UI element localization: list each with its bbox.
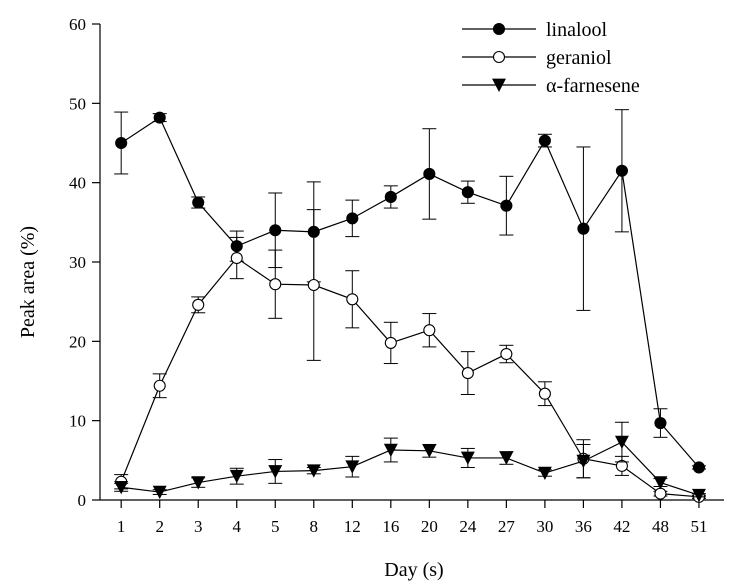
x-tick-label: 51 — [690, 517, 707, 536]
legend-marker — [492, 78, 506, 92]
series-3-point — [152, 485, 167, 500]
x-tick-label: 48 — [652, 517, 669, 536]
series-2-point — [461, 367, 474, 380]
x-tick-label: 24 — [459, 517, 477, 536]
x-tick-label: 2 — [155, 517, 164, 536]
series-3-point — [191, 476, 206, 490]
series-3-point — [614, 435, 629, 450]
series-2-point — [654, 487, 667, 500]
series-1-point — [153, 111, 166, 124]
y-tick-label: 0 — [78, 491, 87, 510]
legend-label: α-farnesene — [546, 75, 640, 97]
y-tick-label: 30 — [69, 253, 86, 272]
series-3-point — [499, 451, 514, 465]
series-2 — [114, 209, 706, 503]
series-1-point — [269, 224, 282, 237]
series-3-point — [268, 465, 283, 479]
series-1 — [114, 109, 706, 474]
series-1-point — [461, 186, 474, 199]
series-2-point — [307, 278, 320, 292]
series-2-point — [500, 347, 513, 361]
series-1-point — [692, 461, 706, 474]
series-3-point — [422, 444, 437, 458]
x-tick-label: 3 — [194, 517, 203, 536]
x-tick-label: 1 — [117, 517, 126, 536]
series-3-point — [229, 469, 244, 484]
y-ticks: 0 10 20 30 40 50 60 — [69, 15, 100, 510]
x-tick-label: 16 — [382, 517, 399, 536]
legend-item: α-farnesene — [462, 75, 640, 97]
series-1-point — [538, 134, 551, 147]
series-2-point — [269, 278, 282, 291]
series-3-point — [114, 480, 129, 495]
series-layer — [114, 109, 706, 503]
series-1-point — [384, 190, 397, 203]
y-axis-label: Peak area (%) — [17, 226, 39, 338]
series-3-point — [460, 451, 475, 465]
series-2-point — [538, 387, 551, 400]
series-3-point — [345, 460, 360, 474]
x-tick-label: 42 — [613, 517, 630, 536]
series-3-point — [692, 488, 706, 503]
legend-label: linalool — [546, 19, 608, 41]
legend: linalool geraniol α-farnesene — [462, 19, 640, 97]
legend-item: linalool — [462, 19, 608, 41]
x-tick-label: 36 — [575, 517, 592, 536]
x-tick-label: 8 — [310, 517, 319, 536]
y-tick-label: 40 — [69, 174, 86, 193]
y-tick-label: 60 — [69, 15, 86, 34]
x-tick-label: 20 — [421, 517, 438, 536]
series-3-point — [576, 454, 591, 469]
series-3-point — [306, 464, 321, 478]
series-3-line — [121, 441, 700, 496]
x-tick-label: 4 — [232, 517, 241, 536]
legend-marker — [492, 50, 506, 64]
series-3-point — [537, 466, 552, 480]
series-2-point — [346, 293, 359, 306]
x-tick-label: 12 — [344, 517, 361, 536]
y-tick-label: 10 — [69, 412, 86, 431]
series-1-line — [120, 116, 700, 468]
x-tick-label: 27 — [498, 517, 516, 536]
series-1-point — [654, 416, 667, 430]
series-3 — [114, 421, 706, 503]
x-tick-label: 30 — [536, 517, 553, 536]
series-1-point — [500, 199, 513, 212]
series-2-line — [120, 257, 700, 498]
y-tick-label: 50 — [69, 94, 86, 113]
legend-marker — [492, 22, 506, 36]
y-tick-label: 20 — [69, 332, 86, 351]
x-axis-label: Day (s) — [384, 559, 443, 581]
series-2-point — [423, 324, 436, 337]
series-1-point — [192, 196, 205, 209]
series-1-point — [577, 222, 590, 235]
series-1-point — [615, 164, 628, 177]
series-1-point — [346, 212, 359, 225]
x-ticks: 1 2 3 4 5 8 12 16 20 24 27 30 36 42 48 51 — [117, 500, 707, 536]
legend-label: geraniol — [546, 47, 612, 69]
x-tick-label: 5 — [271, 517, 280, 536]
series-3-point — [653, 476, 668, 490]
series-2-point — [384, 336, 397, 349]
series-3-point — [383, 443, 398, 457]
series-1-point — [423, 167, 436, 180]
series-2-point — [153, 379, 166, 392]
series-2-point — [230, 251, 243, 265]
series-2-point — [192, 298, 205, 311]
legend-item: geraniol — [462, 47, 612, 69]
series-1-point — [115, 136, 128, 150]
